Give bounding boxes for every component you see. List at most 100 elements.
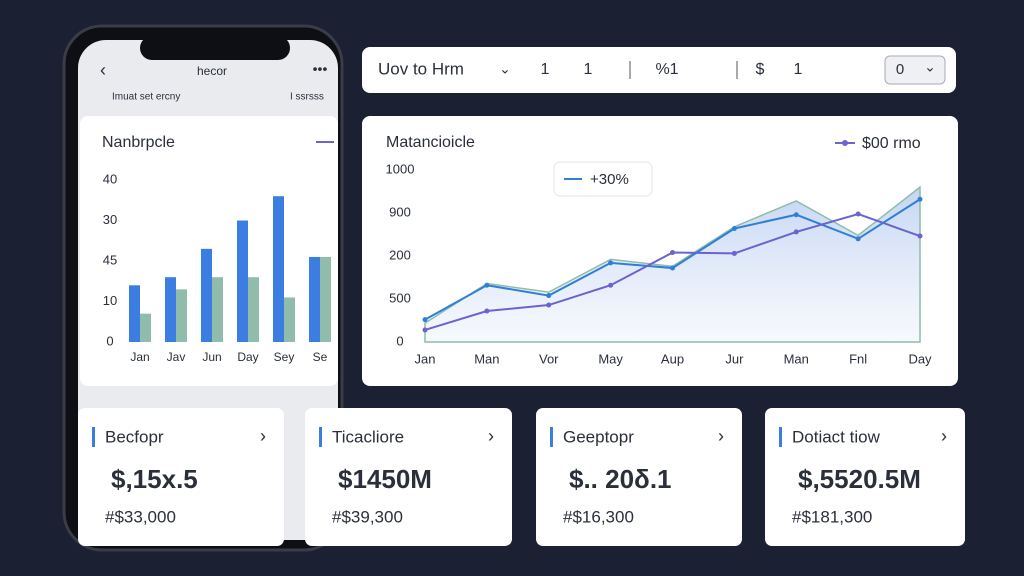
bar: [284, 297, 295, 342]
badge: [553, 161, 653, 197]
phone-title: hecor: [197, 64, 227, 78]
x-tick-label: Man: [474, 351, 499, 366]
toolbar-item[interactable]: $: [756, 61, 765, 78]
bar: [237, 220, 248, 342]
x-tick-label: Day: [237, 350, 258, 364]
toolbar-label: Uov to Hrm: [378, 59, 464, 78]
toolbar-item[interactable]: 1: [794, 61, 803, 78]
bar: [212, 277, 223, 342]
x-tick-label: Jan: [130, 350, 149, 364]
point: [484, 308, 490, 314]
bar: [248, 277, 259, 342]
x-tick-label: Vor: [539, 351, 559, 366]
card-value: $,15x.5: [111, 464, 198, 494]
y-tick-label: 0: [106, 333, 113, 348]
notch: [140, 36, 290, 60]
point: [855, 211, 861, 217]
y-tick-label: 10: [103, 293, 117, 308]
legend-label: $00 rmo: [862, 135, 921, 152]
card-value: $.. 20δ.1: [569, 464, 672, 494]
point: [546, 302, 552, 308]
card-value: $,5520.5M: [798, 464, 921, 494]
y-tick-label: 500: [389, 290, 411, 305]
back-button[interactable]: ‹: [100, 60, 106, 80]
x-tick-label: May: [598, 351, 623, 366]
stat-card[interactable]: [536, 408, 742, 546]
point: [484, 282, 490, 288]
x-tick-label: Jun: [202, 350, 221, 364]
card-sub: #$181,300: [792, 507, 872, 526]
bar: [273, 196, 284, 342]
point: [917, 196, 923, 202]
card-accent: [319, 427, 322, 447]
bar: [201, 248, 212, 342]
card-accent: [92, 427, 95, 447]
point: [793, 212, 799, 218]
y-tick-label: 45: [103, 252, 117, 267]
point: [422, 327, 428, 333]
x-tick-label: Day: [908, 351, 932, 366]
x-tick-label: Jur: [725, 351, 744, 366]
point: [670, 250, 675, 256]
main-chart-title: Matancioicle: [386, 134, 475, 151]
card-accent: [779, 427, 782, 447]
card-sub: #$39,300: [332, 507, 403, 526]
x-tick-label: Sey: [274, 350, 295, 364]
x-tick-label: Jav: [167, 350, 186, 364]
badge-text: +30%: [590, 171, 629, 188]
y-tick-label: 200: [389, 247, 411, 262]
dropdown-icon[interactable]: ⌄: [499, 61, 511, 77]
bar: [129, 285, 140, 342]
card-chevron: ›: [260, 426, 266, 446]
card-title: Ticacliore: [332, 427, 404, 446]
select-icon: ⌄: [924, 59, 936, 75]
legend-icon: [842, 140, 848, 146]
point: [608, 260, 614, 266]
card-title: Geeptopr: [563, 427, 634, 446]
point: [917, 233, 923, 239]
point: [546, 293, 552, 299]
toolbar-item[interactable]: 1: [541, 61, 550, 78]
point: [670, 265, 675, 271]
y-tick-label: 1000: [386, 161, 415, 176]
x-tick-label: Se: [313, 350, 328, 364]
phone-subtitle: I ssrsss: [290, 92, 324, 103]
point: [422, 317, 428, 323]
card-title: Dotiact tiow: [792, 427, 881, 446]
card-title: Becfopr: [105, 427, 164, 446]
y-tick-label: 0: [396, 333, 403, 348]
toolbar-item[interactable]: %1: [655, 61, 678, 78]
bar: [309, 256, 320, 342]
select-value: 0: [896, 61, 904, 78]
x-tick-label: Jan: [415, 351, 436, 366]
card-chevron: ›: [488, 426, 494, 446]
point: [793, 229, 799, 235]
bar: [140, 313, 151, 342]
x-tick-label: Aup: [661, 351, 684, 366]
bar: [176, 289, 187, 342]
menu-button[interactable]: •••: [313, 61, 328, 77]
point: [731, 225, 737, 231]
phone-chart-title: Nanbrpcle: [102, 134, 175, 151]
point: [731, 250, 737, 256]
stat-card[interactable]: [765, 408, 965, 546]
card-accent: [550, 427, 553, 447]
phone-subtitle: Imuat set ercny: [112, 92, 180, 103]
toolbar-item[interactable]: 1: [584, 61, 593, 78]
stat-card[interactable]: [78, 408, 284, 546]
y-tick-label: 30: [103, 212, 117, 227]
point: [608, 282, 614, 288]
card-chevron: ›: [718, 426, 724, 446]
y-tick-label: 40: [103, 171, 117, 186]
y-tick-label: 900: [389, 204, 411, 219]
card-chevron: ›: [941, 426, 947, 446]
point: [855, 236, 861, 242]
card-value: $1450M: [338, 464, 432, 494]
stat-card[interactable]: [305, 408, 512, 546]
card-sub: #$16,300: [563, 507, 634, 526]
card-sub: #$33,000: [105, 507, 176, 526]
select[interactable]: [884, 55, 946, 85]
x-tick-label: Man: [784, 351, 809, 366]
